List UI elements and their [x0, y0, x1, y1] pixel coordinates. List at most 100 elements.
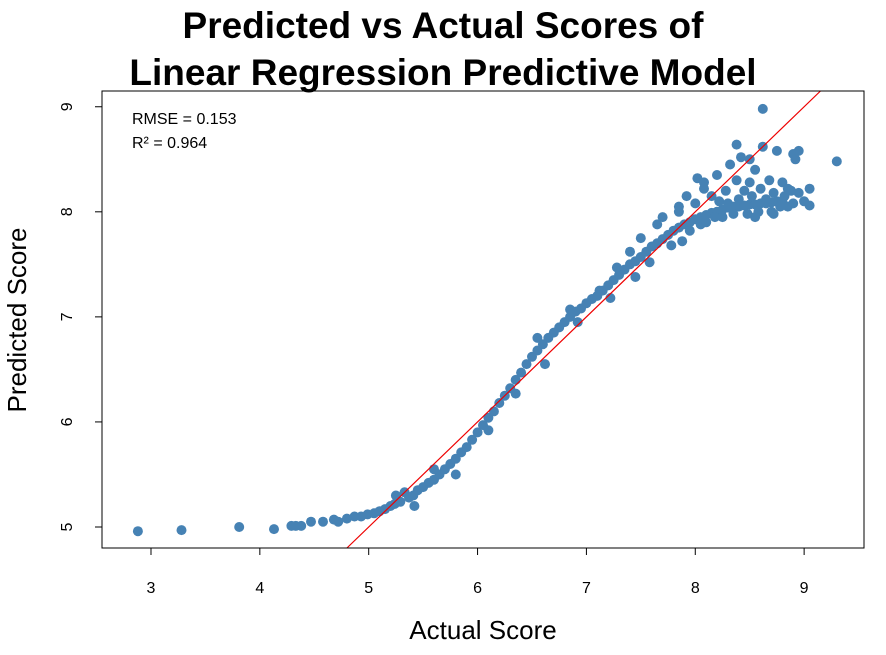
- data-point: [409, 501, 420, 511]
- data-point: [790, 154, 801, 165]
- data-point: [450, 469, 461, 480]
- data-point: [793, 187, 804, 198]
- chart-title: Predicted vs Actual Scores of Linear Reg…: [0, 2, 886, 96]
- data-point: [635, 233, 646, 244]
- data-point: [739, 185, 750, 196]
- data-point: [565, 304, 576, 315]
- data-point: [709, 212, 720, 223]
- x-axis-title: Actual Score: [409, 615, 556, 645]
- data-point: [746, 191, 757, 202]
- data-point: [799, 196, 810, 207]
- x-tick-label: 3: [147, 580, 156, 597]
- data-point: [761, 194, 771, 205]
- data-point: [731, 139, 742, 150]
- data-point: [666, 240, 677, 251]
- data-point: [318, 516, 328, 527]
- data-point: [644, 257, 655, 268]
- r-squared-annotation: R² = 0.964: [132, 135, 207, 152]
- data-point: [804, 183, 815, 194]
- data-point: [720, 185, 731, 196]
- data-point: [132, 526, 143, 537]
- data-point: [467, 434, 478, 445]
- y-tick-label: 8: [59, 207, 76, 216]
- data-point: [771, 145, 782, 156]
- data-point: [768, 208, 779, 219]
- data-point: [768, 187, 779, 198]
- data-point: [793, 145, 804, 156]
- x-axis: 3 4 5 6 7 8 9: [147, 548, 809, 597]
- y-tick-label: 9: [59, 102, 76, 111]
- data-point: [788, 198, 799, 209]
- data-point: [714, 196, 725, 207]
- data-point: [333, 516, 344, 527]
- data-point: [684, 225, 695, 236]
- reference-line: [346, 90, 821, 549]
- data-point: [673, 201, 684, 212]
- data-point: [728, 208, 739, 219]
- data-point: [757, 103, 768, 114]
- y-tick-label: 6: [59, 417, 76, 426]
- data-point: [755, 183, 766, 194]
- chart-title-line-2: Linear Regression Predictive Model: [129, 52, 757, 93]
- x-tick-label: 9: [800, 580, 809, 597]
- data-point: [176, 525, 187, 536]
- data-point: [341, 513, 352, 524]
- x-tick-label: 7: [582, 580, 591, 597]
- data-point: [725, 159, 736, 170]
- data-points: [132, 103, 842, 537]
- y-axis: 5 6 7 8 9: [59, 102, 102, 531]
- data-point: [775, 201, 786, 212]
- plot-frame: [101, 90, 865, 549]
- data-point: [657, 212, 668, 223]
- data-point: [488, 406, 499, 417]
- x-tick-label: 8: [691, 580, 700, 597]
- chart-title-line-1: Predicted vs Actual Scores of: [182, 5, 704, 46]
- data-point: [736, 152, 746, 163]
- x-tick-label: 6: [473, 580, 482, 597]
- data-point: [510, 388, 521, 399]
- data-point: [483, 425, 494, 436]
- data-point: [750, 164, 761, 175]
- data-point: [681, 191, 692, 202]
- rmse-annotation: RMSE = 0.153: [132, 111, 237, 128]
- data-point: [750, 212, 761, 223]
- data-point: [630, 272, 641, 282]
- data-point: [296, 520, 307, 531]
- data-point: [625, 246, 635, 257]
- data-point: [731, 175, 742, 186]
- data-point: [831, 156, 842, 167]
- data-point: [712, 170, 722, 180]
- x-tick-label: 5: [364, 580, 373, 597]
- data-point: [516, 367, 527, 378]
- data-point: [594, 285, 605, 296]
- data-point: [532, 332, 543, 343]
- data-point: [494, 398, 505, 408]
- data-point: [744, 177, 755, 188]
- data-point: [269, 524, 279, 535]
- data-point: [521, 359, 532, 370]
- data-point: [717, 212, 728, 223]
- data-point: [572, 317, 583, 328]
- data-point: [786, 185, 797, 196]
- y-tick-label: 7: [59, 312, 76, 321]
- data-point: [733, 194, 744, 205]
- data-point: [699, 177, 709, 188]
- data-point: [690, 198, 701, 209]
- y-tick-label: 5: [59, 522, 76, 531]
- data-point: [742, 208, 753, 219]
- data-point: [234, 522, 245, 532]
- data-point: [306, 516, 316, 527]
- data-point: [461, 442, 472, 453]
- data-point: [652, 219, 663, 230]
- data-point: [722, 198, 733, 209]
- data-point: [429, 464, 439, 475]
- x-tick-label: 4: [255, 580, 264, 597]
- data-point: [611, 262, 622, 273]
- data-point: [677, 236, 688, 247]
- data-point: [390, 490, 401, 501]
- data-point: [472, 427, 483, 438]
- data-point: [764, 175, 775, 186]
- data-point: [701, 217, 712, 228]
- data-point: [540, 359, 550, 370]
